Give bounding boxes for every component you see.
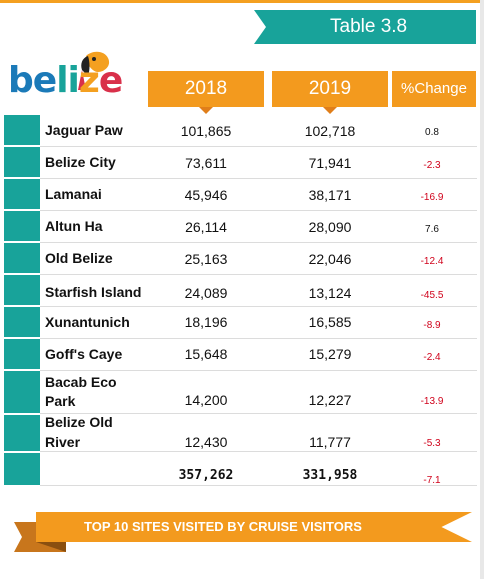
logo-wordmark: belize — [8, 60, 123, 101]
row-marker — [4, 371, 40, 413]
table-number-tag: Table 3.8 — [254, 10, 476, 44]
header-change: %Change — [392, 71, 476, 107]
percent-change: -5.3 — [423, 438, 441, 449]
visitors-2018: 101,865 — [180, 123, 232, 139]
header-2019-label: 2019 — [308, 78, 352, 99]
site-name: Old Belize — [45, 250, 113, 266]
visitors-2019: 16,585 — [308, 314, 352, 330]
row-divider — [40, 242, 477, 243]
visitors-2018: 15,648 — [184, 346, 228, 362]
visitors-2018: 24,089 — [184, 285, 228, 301]
row-marker — [4, 453, 40, 485]
visitors-2018: 73,611 — [185, 155, 227, 171]
top-accent-rule — [0, 0, 484, 3]
site-name-line-2: Park — [45, 393, 76, 409]
visitors-2019: 12,227 — [308, 392, 352, 408]
visitors-2018: 26,114 — [185, 219, 227, 235]
percent-change: -45.5 — [420, 290, 444, 301]
visitors-2018: 12,430 — [184, 434, 228, 450]
row-divider — [40, 338, 477, 339]
belize-logo: belize — [8, 50, 143, 110]
visitors-2018: 18,196 — [184, 314, 228, 330]
row-marker — [4, 339, 40, 369]
row-divider — [40, 306, 477, 307]
header-2018-label: 2018 — [184, 78, 228, 99]
percent-change: 7.6 — [425, 224, 439, 235]
percent-change: 0.8 — [425, 127, 439, 138]
header-2018-notch — [199, 107, 213, 114]
row-marker — [4, 211, 40, 241]
row-marker — [4, 179, 40, 209]
site-name: Xunantunich — [45, 314, 130, 330]
visitors-2019: 15,279 — [308, 346, 352, 362]
row-divider — [40, 370, 477, 371]
percent-change: -8.9 — [423, 320, 441, 331]
percent-change: -13.9 — [420, 396, 444, 407]
site-name: Altun Ha — [45, 218, 103, 234]
row-divider — [40, 451, 477, 452]
percent-change: -2.3 — [423, 160, 441, 171]
title-banner: TOP 10 SITES VISITED BY CRUISE VISITORS — [36, 512, 472, 542]
percent-change: -16.9 — [420, 192, 444, 203]
site-name: Lamanai — [45, 186, 102, 202]
site-name: Belize City — [45, 154, 116, 170]
toucan-icon — [78, 51, 110, 90]
row-marker — [4, 147, 40, 177]
row-divider — [40, 485, 477, 486]
visitors-2018: 25,163 — [184, 251, 228, 267]
site-name-line-2: River — [45, 434, 81, 450]
row-marker — [4, 243, 40, 273]
visitors-2019: 11,777 — [309, 434, 351, 450]
visitors-2019: 22,046 — [308, 251, 352, 267]
row-divider — [40, 210, 477, 211]
title-banner-text: TOP 10 SITES VISITED BY CRUISE VISITORS — [84, 519, 362, 534]
site-name-line-1: Belize Old — [45, 414, 113, 430]
row-divider — [40, 178, 477, 179]
header-change-label: %Change — [401, 80, 467, 97]
visitors-2019: 71,941 — [308, 155, 352, 171]
row-divider — [40, 146, 477, 147]
visitors-2019: 38,171 — [308, 187, 352, 203]
header-2019-notch — [323, 107, 337, 114]
row-marker-column — [4, 115, 40, 485]
banner-fold-shadow — [36, 542, 66, 552]
percent-change: -2.4 — [423, 352, 441, 363]
visitors-2018: 45,946 — [184, 187, 228, 203]
row-divider — [40, 274, 477, 275]
total-2019: 331,958 — [302, 468, 358, 483]
site-name: Starfish Island — [45, 284, 142, 300]
row-marker — [4, 275, 40, 305]
visitors-2019: 28,090 — [308, 219, 352, 235]
row-marker — [4, 415, 40, 451]
total-2018: 357,262 — [178, 468, 234, 483]
site-name-line-1: Bacab Eco — [45, 374, 117, 390]
site-name: Jaguar Paw — [45, 122, 123, 138]
visitors-2019: 102,718 — [304, 123, 356, 139]
visitors-2018: 14,200 — [184, 392, 228, 408]
header-2019: 2019 — [272, 71, 388, 114]
header-2018: 2018 — [148, 71, 264, 114]
percent-change: -12.4 — [420, 256, 444, 267]
right-edge-rule — [480, 0, 484, 579]
row-marker — [4, 115, 40, 145]
row-divider — [40, 413, 477, 414]
row-marker — [4, 307, 40, 337]
total-percent-change: -7.1 — [423, 475, 441, 486]
site-name: Goff's Caye — [45, 346, 123, 362]
visitors-2019: 13,124 — [308, 285, 352, 301]
